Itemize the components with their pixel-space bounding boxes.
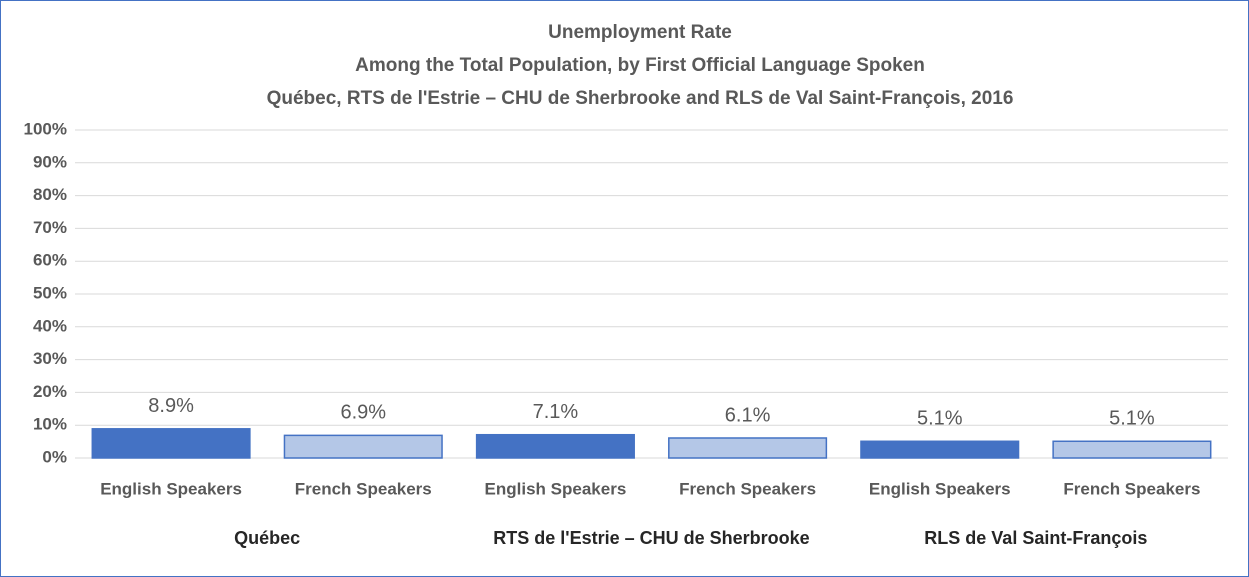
value-label: 6.9% bbox=[340, 402, 386, 424]
y-tick-label: 50% bbox=[33, 283, 67, 302]
bar bbox=[668, 437, 828, 459]
value-label: 7.1% bbox=[533, 401, 579, 423]
value-label: 6.1% bbox=[725, 404, 771, 426]
x-tick-label: English Speakers bbox=[869, 479, 1011, 498]
x-tick-label: French Speakers bbox=[295, 479, 432, 498]
x-tick-label: French Speakers bbox=[1063, 479, 1200, 498]
y-tick-label: 20% bbox=[33, 382, 67, 401]
y-tick-label: 60% bbox=[33, 251, 67, 270]
value-label: 8.9% bbox=[148, 395, 194, 417]
y-tick-label: 70% bbox=[33, 218, 67, 237]
chart-title: Unemployment Rate bbox=[548, 22, 732, 43]
y-tick-label: 0% bbox=[42, 447, 67, 466]
x-tick-label: French Speakers bbox=[679, 479, 816, 498]
bar bbox=[475, 433, 635, 459]
y-tick-label: 30% bbox=[33, 349, 67, 368]
bar bbox=[1052, 440, 1212, 459]
y-tick-label: 100% bbox=[24, 119, 67, 138]
bar bbox=[860, 440, 1020, 459]
group-label: RLS de Val Saint-François bbox=[924, 528, 1148, 548]
value-label: 5.1% bbox=[917, 408, 963, 430]
x-tick-label: English Speakers bbox=[100, 479, 242, 498]
y-tick-label: 10% bbox=[33, 415, 67, 434]
value-label: 5.1% bbox=[1109, 408, 1155, 430]
bar bbox=[91, 428, 251, 459]
chart-subtitle: Among the Total Population, by First Off… bbox=[355, 55, 925, 76]
y-tick-label: 80% bbox=[33, 185, 67, 204]
group-label: RTS de l'Estrie – CHU de Sherbrooke bbox=[493, 528, 810, 548]
chart-subtitle: Québec, RTS de l'Estrie – CHU de Sherbro… bbox=[267, 88, 1014, 109]
x-tick-label: English Speakers bbox=[485, 479, 627, 498]
y-tick-label: 40% bbox=[33, 316, 67, 335]
group-label: Québec bbox=[234, 528, 301, 548]
y-tick-label: 90% bbox=[33, 152, 67, 171]
bar bbox=[283, 434, 443, 459]
